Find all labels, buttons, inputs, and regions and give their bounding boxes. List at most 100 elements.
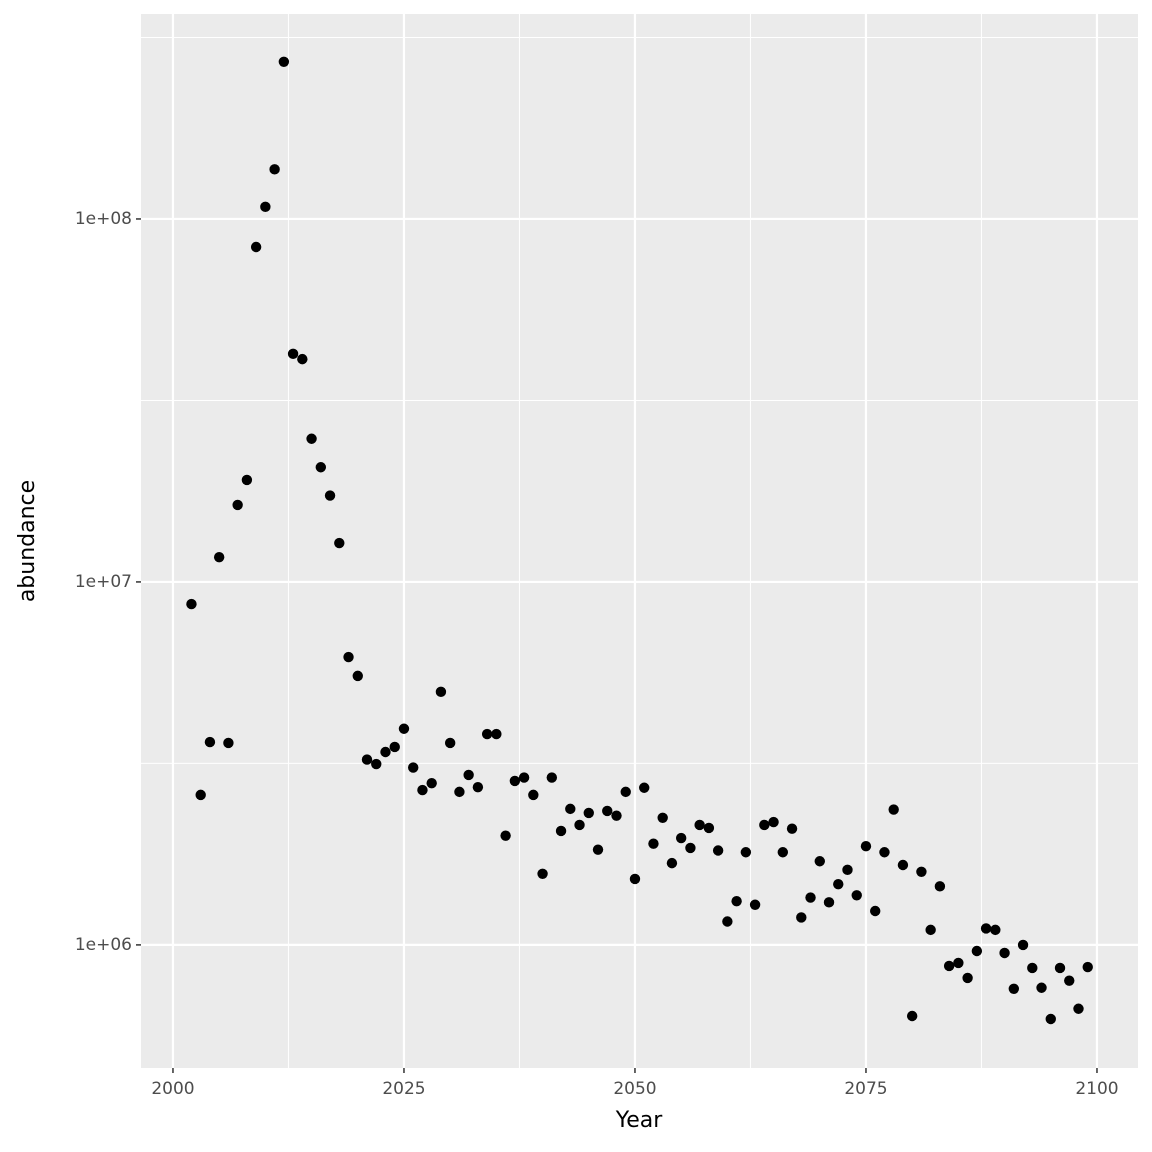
x-tick-label: 2025 <box>382 1079 425 1099</box>
point <box>250 241 262 253</box>
point <box>500 830 511 841</box>
point <box>241 474 253 486</box>
x-axis-title: Year <box>615 1108 664 1133</box>
point <box>444 737 456 749</box>
point <box>426 777 437 789</box>
point <box>408 762 419 773</box>
point <box>555 825 567 837</box>
point <box>925 924 936 936</box>
point <box>666 857 678 869</box>
point <box>481 728 493 740</box>
point <box>842 864 853 876</box>
point <box>657 812 668 823</box>
x-tick-label: 2100 <box>1075 1079 1118 1099</box>
point <box>814 856 825 867</box>
point <box>204 736 216 748</box>
point <box>990 924 1001 936</box>
point <box>537 868 548 879</box>
point <box>1036 982 1047 993</box>
point <box>620 786 631 798</box>
point <box>768 816 779 828</box>
point <box>980 923 992 934</box>
point <box>565 803 576 815</box>
point <box>888 804 899 815</box>
point <box>833 878 844 890</box>
point <box>639 782 650 793</box>
point <box>361 754 373 765</box>
point <box>278 56 290 68</box>
point <box>398 723 410 734</box>
point <box>879 847 890 858</box>
point <box>796 912 807 923</box>
point <box>574 819 585 831</box>
point <box>260 201 271 213</box>
point <box>491 728 502 740</box>
point <box>518 772 530 783</box>
point <box>1008 983 1020 994</box>
point <box>324 490 336 501</box>
point <box>528 789 539 801</box>
point <box>232 499 243 511</box>
point <box>962 972 973 984</box>
point <box>297 353 308 365</box>
x-tick-label: 2075 <box>844 1079 887 1099</box>
point <box>823 897 835 908</box>
point <box>334 537 345 549</box>
point <box>722 916 733 927</box>
y-tick-label: 1e+07 <box>75 572 132 592</box>
point <box>999 947 1010 959</box>
point <box>546 772 558 783</box>
point <box>851 890 862 901</box>
x-tick-label: 2050 <box>613 1079 656 1099</box>
point <box>934 881 946 892</box>
point <box>943 960 955 972</box>
point <box>953 957 964 969</box>
point <box>583 807 594 819</box>
point <box>509 775 521 787</box>
point <box>1082 961 1093 973</box>
point <box>1073 1003 1084 1014</box>
point <box>731 895 742 907</box>
point <box>777 847 789 858</box>
point <box>1045 1013 1056 1025</box>
y-tick-label: 1e+06 <box>75 935 132 955</box>
point <box>343 651 354 663</box>
point <box>223 737 234 749</box>
point <box>759 819 770 831</box>
point <box>306 433 317 444</box>
point <box>749 899 761 910</box>
point <box>694 819 705 831</box>
point <box>371 758 382 770</box>
point <box>1027 962 1038 974</box>
point <box>712 845 724 856</box>
point <box>186 598 197 610</box>
point <box>648 838 659 849</box>
grid <box>141 14 1138 1068</box>
point <box>435 686 447 698</box>
point <box>703 822 715 834</box>
point <box>897 859 909 871</box>
point <box>352 670 363 682</box>
y-tick-label: 1e+08 <box>75 209 132 229</box>
y-axis-title: abundance <box>15 480 40 602</box>
point <box>472 781 484 793</box>
point <box>1054 962 1066 974</box>
point <box>805 892 816 903</box>
point <box>592 844 604 855</box>
point <box>213 551 225 563</box>
point <box>611 810 622 821</box>
point <box>860 841 872 852</box>
point <box>786 823 798 834</box>
point <box>906 1010 918 1022</box>
point <box>389 741 400 753</box>
panel <box>141 14 1138 1068</box>
point <box>1017 939 1029 951</box>
point <box>602 805 613 817</box>
point <box>916 866 927 878</box>
point <box>287 348 299 360</box>
point <box>417 784 428 796</box>
points <box>186 56 1093 1025</box>
point <box>629 873 641 885</box>
point <box>315 462 327 473</box>
